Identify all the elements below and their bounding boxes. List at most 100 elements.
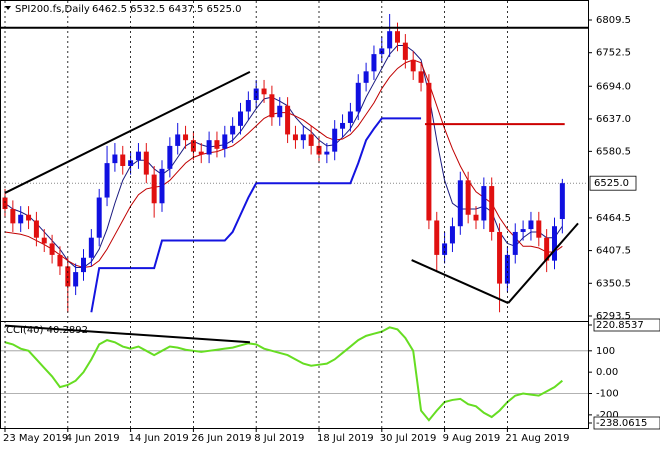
candle-body xyxy=(245,100,251,112)
cci-title: CCI(40) 40.2892 xyxy=(6,325,88,336)
candle-body xyxy=(347,111,353,123)
candle-body xyxy=(2,197,8,210)
y-tick-label: 6637.0 xyxy=(596,114,631,125)
candle-body xyxy=(104,163,110,198)
price-panel xyxy=(1,13,588,313)
y-tick-label: 6407.5 xyxy=(596,246,631,257)
candle-body xyxy=(88,237,94,258)
candle-body xyxy=(465,180,471,215)
candle-body xyxy=(261,88,267,95)
y-tick-label: 6580.5 xyxy=(596,146,631,157)
indicator-line xyxy=(4,45,563,269)
x-tick-label: 18 Jul 2019 xyxy=(317,433,374,444)
y-tick-label: -100 xyxy=(596,389,619,400)
candle-body xyxy=(308,134,314,146)
candle-body xyxy=(73,272,79,287)
candle-body xyxy=(410,59,416,72)
candle-body xyxy=(504,254,510,284)
candle-body xyxy=(96,197,102,238)
candle-body xyxy=(395,31,400,43)
y-tick-label: 6809.5 xyxy=(596,15,631,26)
candle-body xyxy=(457,180,463,227)
candle-body xyxy=(426,82,432,221)
candle-body xyxy=(300,134,306,141)
trend-line xyxy=(507,222,579,304)
candle-body xyxy=(49,243,55,255)
candle-body xyxy=(26,214,32,221)
last-price-box xyxy=(589,175,637,191)
x-tick-label: 30 Jul 2019 xyxy=(380,433,437,444)
ohlc-label: 6462.5 6532.5 6437.5 6525.0 xyxy=(92,4,242,15)
candle-body xyxy=(559,183,565,220)
candle-body xyxy=(128,160,134,166)
candle-body xyxy=(434,220,440,255)
candle-body xyxy=(230,125,236,135)
candle-body xyxy=(536,220,542,238)
indicator-line xyxy=(90,117,422,313)
candle-body xyxy=(340,122,346,129)
candle-body xyxy=(183,134,189,141)
candle-body xyxy=(175,134,181,146)
indicator-line xyxy=(4,59,563,269)
cci-panel xyxy=(1,324,588,422)
x-tick-label: 21 Aug 2019 xyxy=(505,433,569,444)
candle-body xyxy=(324,151,330,155)
candle-body xyxy=(332,128,338,152)
x-tick-label: 14 Jun 2019 xyxy=(129,433,189,444)
candle-body xyxy=(544,237,550,261)
x-tick-label: 26 Jun 2019 xyxy=(191,433,251,444)
y-tick-label: 220.8537 xyxy=(596,320,644,331)
candle-body xyxy=(151,174,157,204)
menu-icon xyxy=(5,6,11,10)
y-tick-label: 6752.5 xyxy=(596,48,631,59)
candle-body xyxy=(198,151,204,155)
chart-title: SPI200.fs,Daily xyxy=(15,4,90,15)
candle-body xyxy=(277,105,283,118)
trend-line xyxy=(411,259,509,304)
candle-body xyxy=(292,134,298,141)
candle-body xyxy=(135,151,141,161)
candle-body xyxy=(528,220,534,230)
y-tick-label: 0.00 xyxy=(596,367,618,378)
candle-body xyxy=(57,254,63,267)
candle-body xyxy=(167,145,173,169)
candle-body xyxy=(489,186,495,232)
candle-body xyxy=(120,154,126,166)
last-price-label: 6525.0 xyxy=(594,178,629,189)
candle-body xyxy=(222,134,228,149)
x-tick-label: 9 Aug 2019 xyxy=(443,433,501,444)
axes: 6809.5 6752.5 6694.0 6637.0 6580.5 6464.5 6407… xyxy=(588,15,660,430)
candle-body xyxy=(206,140,212,155)
trend-line xyxy=(4,71,251,194)
y-tick-label: 6464.5 xyxy=(596,213,631,224)
candle-body xyxy=(473,214,479,221)
candle-body xyxy=(253,88,259,101)
candle-body xyxy=(238,111,243,126)
y-tick-label: -200 xyxy=(596,410,619,421)
candle-body xyxy=(449,226,455,244)
y-tick-label: 6293.5 xyxy=(596,311,631,322)
trend-line xyxy=(4,324,250,344)
candle-body xyxy=(387,31,393,49)
candle-body xyxy=(402,42,408,60)
y-tick-box xyxy=(593,416,660,430)
candle-body xyxy=(18,214,24,224)
candle-body xyxy=(285,105,291,135)
candle-body xyxy=(81,257,86,273)
x-tick-label: 23 May 2019 xyxy=(3,433,68,444)
candle-body xyxy=(552,226,557,261)
y-tick-label: 100 xyxy=(596,346,615,357)
frame xyxy=(0,0,589,429)
candle-body xyxy=(41,237,47,244)
candle-body xyxy=(418,71,424,83)
candle-body xyxy=(316,145,322,155)
candle-body xyxy=(371,54,377,72)
y-tick-label: 6694.0 xyxy=(596,81,631,92)
y-tick-label: 6350.5 xyxy=(596,278,631,289)
x-tick-label: 8 Jul 2019 xyxy=(254,433,304,444)
candle-body xyxy=(33,220,39,238)
candle-body xyxy=(10,209,16,224)
y-tick-box xyxy=(593,318,660,332)
candle-body xyxy=(143,151,149,175)
